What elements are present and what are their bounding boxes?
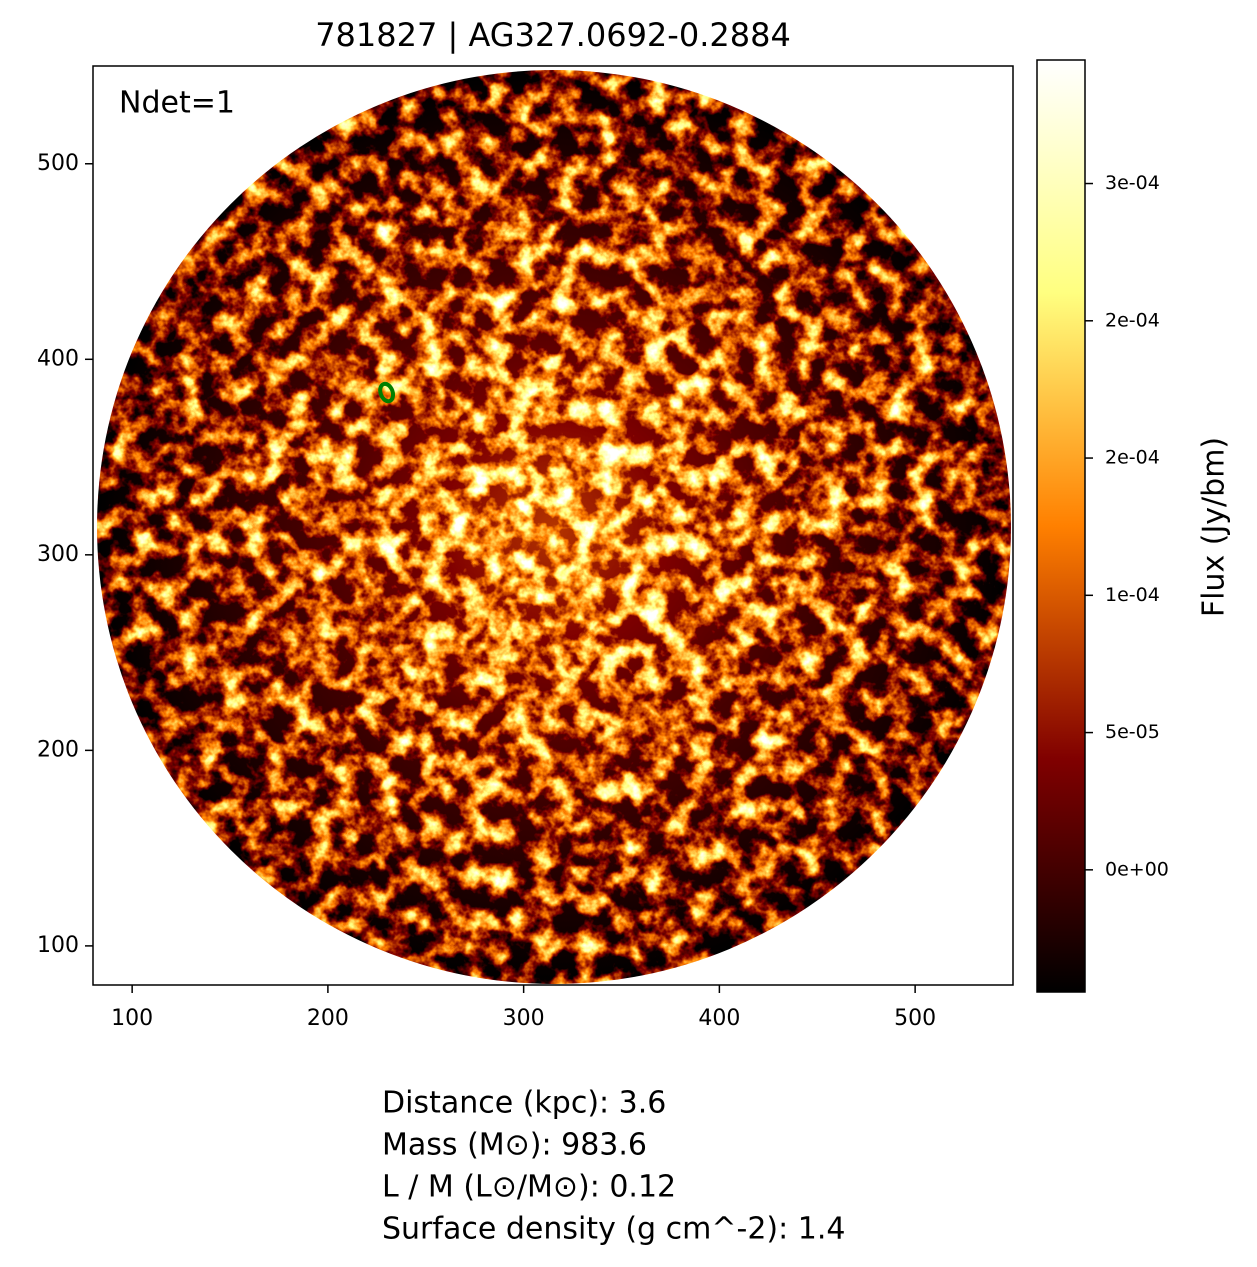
- info-line: L / M (L⊙/M⊙): 0.12: [382, 1170, 676, 1205]
- annotation: Ndet=1: [119, 86, 235, 121]
- info-block: Distance (kpc): 3.6 Mass (M⊙): 983.6 L / M…: [382, 1086, 845, 1247]
- plot-frame: [92, 65, 1014, 986]
- colorbar-label: Flux (Jy/bm): [1197, 437, 1232, 617]
- x-tick-label: 400: [698, 1006, 740, 1031]
- chart-title: 781827 | AG327.0692-0.2884: [315, 16, 791, 54]
- y-tick-label: 500: [37, 151, 79, 176]
- colorbar-tick-label: 2e-04: [1105, 447, 1160, 469]
- info-line: Distance (kpc): 3.6: [382, 1086, 666, 1121]
- info-line: Surface density (g cm^-2): 1.4: [382, 1212, 845, 1247]
- colorbar-tick-label: 0e+00: [1105, 858, 1169, 880]
- y-tick-label: 300: [37, 542, 79, 567]
- detection-contour: [378, 381, 396, 404]
- x-tick-label: 100: [111, 1006, 153, 1031]
- image-texture: [97, 70, 1011, 984]
- x-tick-label: 300: [503, 1006, 545, 1031]
- x-tick-label: 200: [307, 1006, 349, 1031]
- colorbar-tick-label: 5e-05: [1105, 721, 1160, 743]
- image: [97, 70, 1011, 984]
- y-tick-label: 200: [37, 737, 79, 762]
- colorbar-tick-label: 1e-04: [1105, 584, 1160, 606]
- info-line: Mass (M⊙): 983.6: [382, 1128, 647, 1163]
- y-tick-label: 400: [37, 346, 79, 371]
- y-tick-label: 100: [37, 933, 79, 958]
- x-tick-label: 500: [894, 1006, 936, 1031]
- colorbar: [1036, 59, 1086, 993]
- colorbar-tick-label: 2e-04: [1105, 309, 1160, 331]
- colorbar-tick-label: 3e-04: [1105, 172, 1160, 194]
